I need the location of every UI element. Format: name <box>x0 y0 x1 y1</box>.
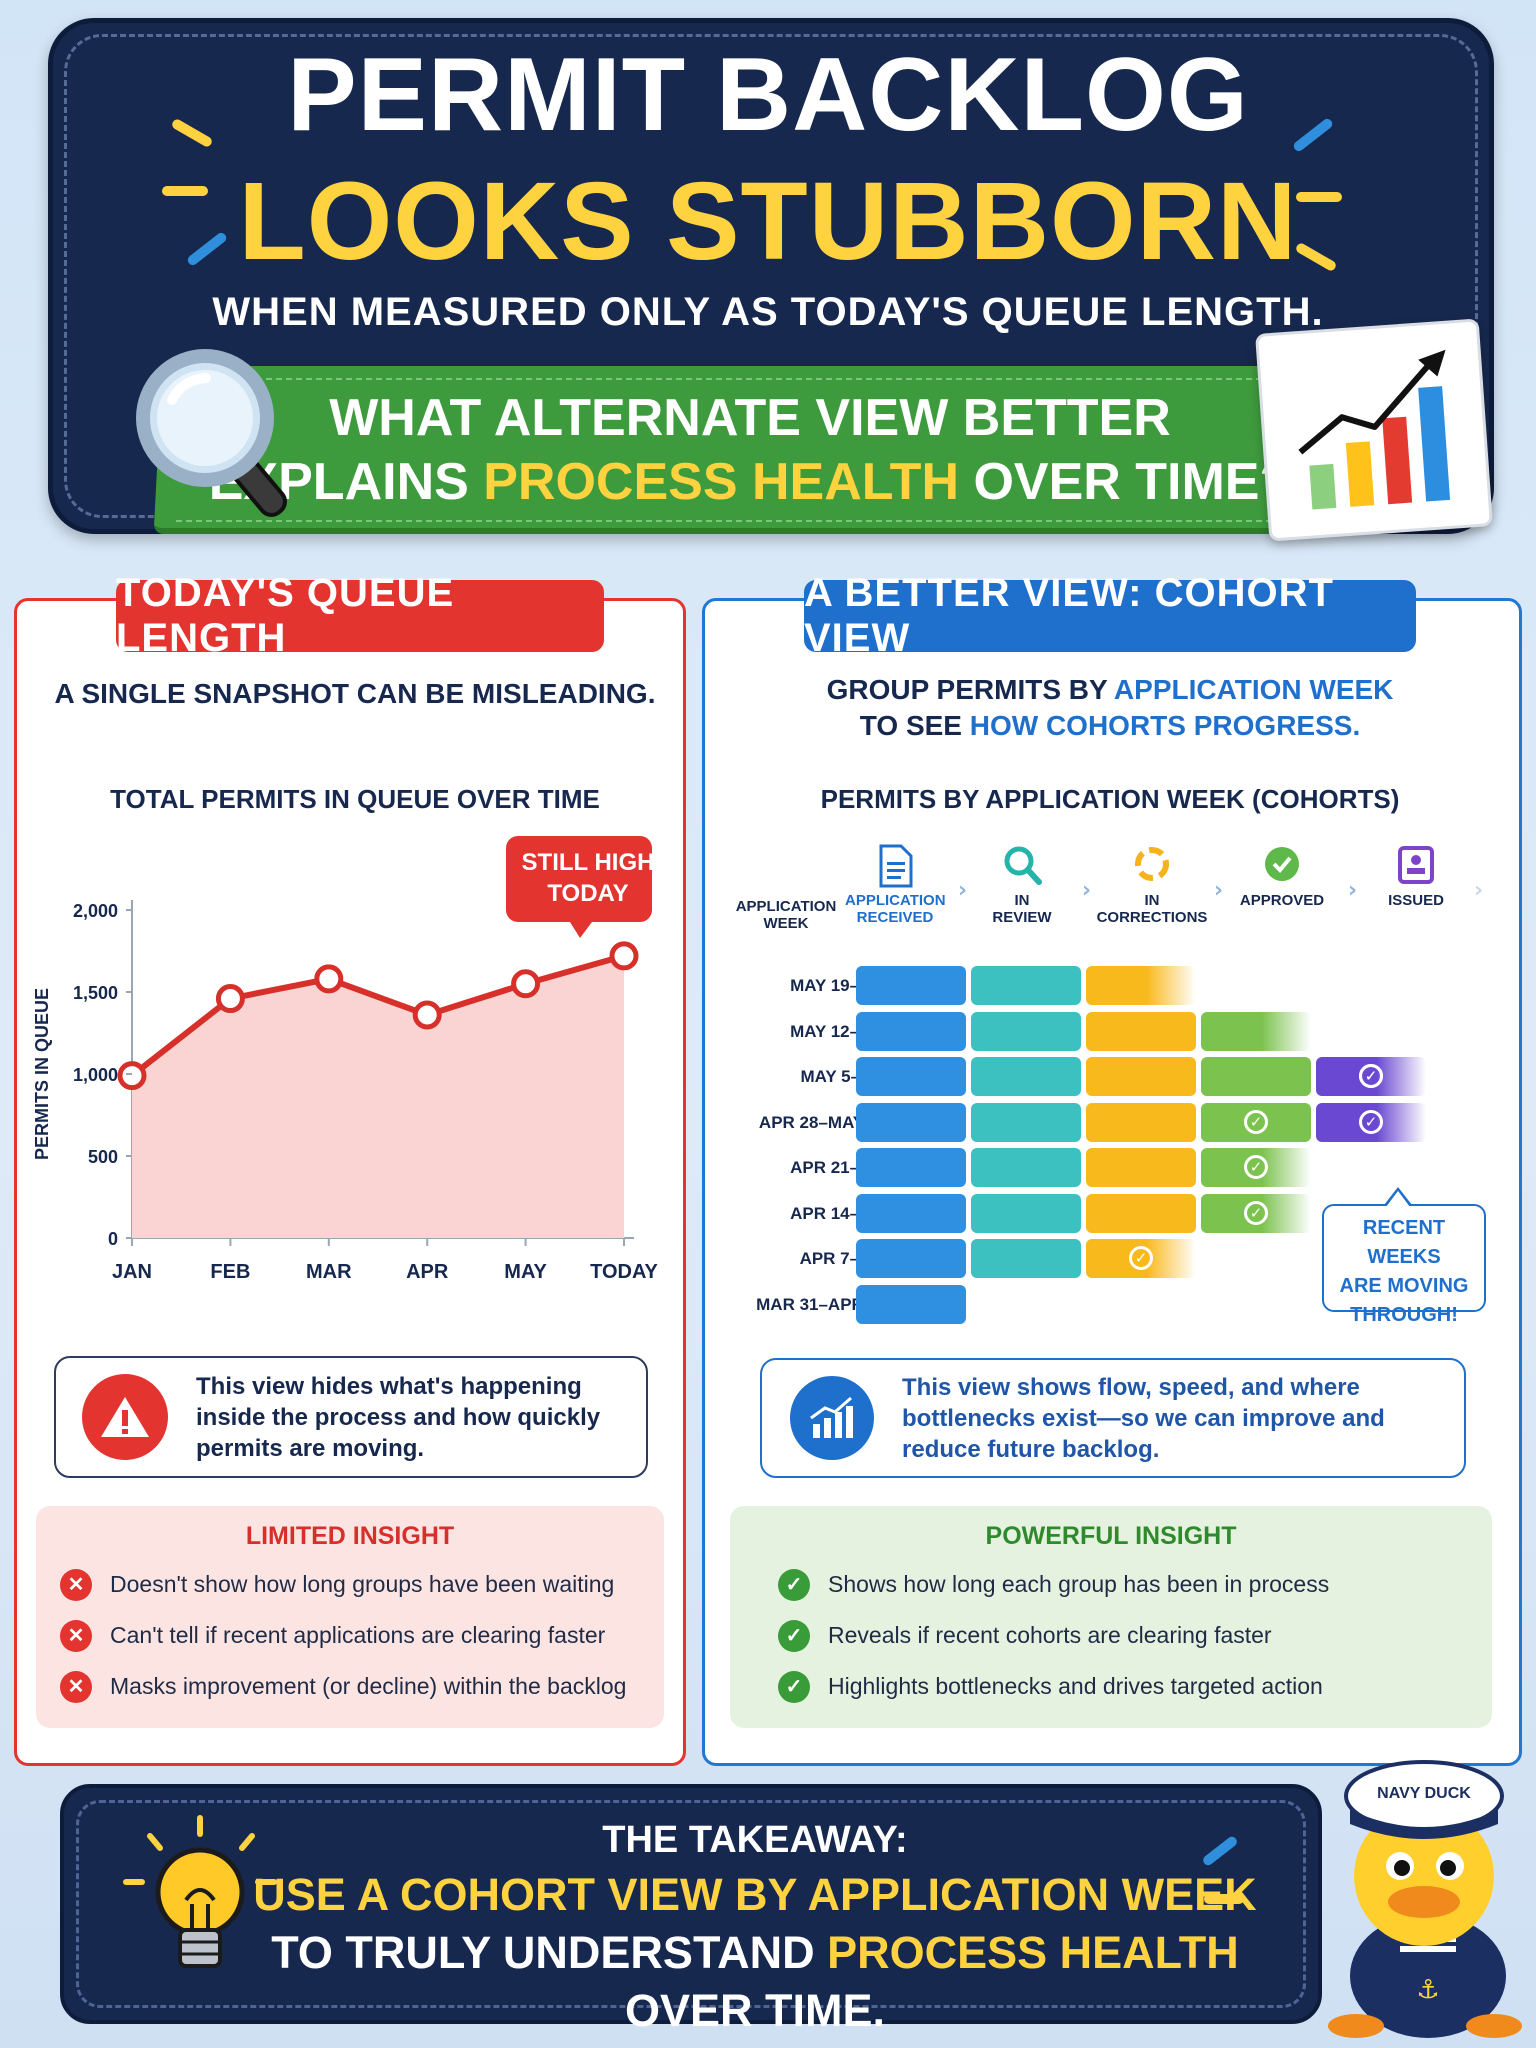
queue-length-chart: PERMITS IN QUEUE 0 500 1,000 1,500 2,000 JAN F… <box>32 836 659 1283</box>
takeaway-stitching <box>76 1800 1306 2008</box>
limited-insight-item: ✕ Masks improvement (or decline) within t… <box>60 1661 664 1712</box>
takeaway-card <box>60 1784 1322 2024</box>
lightbulb-icon <box>123 1815 277 1968</box>
queue-data-point <box>314 964 344 994</box>
check-icon: ✓ <box>778 1670 810 1703</box>
mascot-hat-label: NAVY DUCK <box>1377 1785 1471 1802</box>
warning-icon <box>82 1374 168 1460</box>
left-info-text: This view hides what's happening inside … <box>196 1372 601 1462</box>
x-icon: ✕ <box>60 1670 92 1703</box>
chevron-right-icon: › <box>1082 878 1092 903</box>
queue-data-point <box>412 1000 442 1030</box>
title-line-1: PERMIT BACKLOG <box>287 37 1249 153</box>
chevron-right-icon: › <box>1474 878 1484 903</box>
spark-ray <box>1204 1894 1244 1904</box>
callout-line-2: TODAY <box>547 880 628 907</box>
callout-line-1: STILL HIGH <box>522 849 655 876</box>
powerful-insight-item: ✓ Shows how long each group has been in p… <box>778 1559 1492 1610</box>
chevron-right-icon: › <box>1348 878 1358 903</box>
recent-weeks-callout: RECENT WEEKS ARE MOVING THROUGH! <box>1322 1187 1486 1326</box>
bar-chart-icon <box>790 1376 874 1460</box>
queue-data-point <box>511 969 541 999</box>
y-tick-label: 500 <box>88 1147 118 1167</box>
title-line-2: LOOKS STUBBORN <box>238 160 1298 283</box>
badge-check-icon <box>1265 847 1299 881</box>
stage-in-corrections: IN CORRECTIONS <box>1092 844 1212 926</box>
x-tick-label: JAN <box>112 1261 152 1283</box>
limited-insight-title: LIMITED INSIGHT <box>245 1522 455 1550</box>
callout-text-line: ARE MOVING <box>1339 1275 1469 1297</box>
takeaway-line-2: TO TRULY UNDERSTAND PROCESS HEALTH OVER … <box>271 1927 1239 2036</box>
growth-chart-card <box>1255 318 1493 542</box>
x-tick-label: TODAY <box>590 1261 658 1283</box>
takeaway-line-1: USE A COHORT VIEW BY APPLICATION WEEK <box>253 1869 1257 1920</box>
queue-data-point <box>215 984 245 1014</box>
spark-ray <box>1296 192 1342 202</box>
stage-approved: APPROVED <box>1232 844 1332 909</box>
stage-in-review: IN REVIEW <box>972 844 1072 926</box>
powerful-insight-title: POWERFUL INSIGHT <box>985 1522 1237 1550</box>
powerful-insight-item: ✓ Highlights bottlenecks and drives targe… <box>778 1661 1492 1712</box>
banner-stitching <box>176 378 1292 522</box>
check-icon: ✓ <box>778 1568 810 1601</box>
x-tick-label: FEB <box>210 1261 250 1283</box>
powerful-insight-box: POWERFUL INSIGHT ✓ Shows how long each gr… <box>730 1506 1492 1728</box>
left-info-callout: This view hides what's happening inside … <box>54 1356 648 1478</box>
limited-insight-item: ✕ Can't tell if recent applications are c… <box>60 1610 664 1661</box>
right-info-callout: This view shows flow, speed, and where b… <box>760 1358 1466 1478</box>
powerful-insight-item: ✓ Reveals if recent cohorts are clearing … <box>778 1610 1492 1661</box>
svg-text:⚓: ⚓ <box>1416 1975 1439 2005</box>
x-tick-label: MAR <box>306 1261 352 1283</box>
x-icon: ✕ <box>60 1619 92 1652</box>
x-icon: ✕ <box>60 1568 92 1601</box>
growth-chart-icon <box>1298 349 1451 510</box>
queue-line <box>130 953 625 1079</box>
y-axis-label: PERMITS IN QUEUE <box>32 988 52 1160</box>
chevron-right-icon: › <box>1214 878 1224 903</box>
y-tick-label: 1,000 <box>73 1065 118 1085</box>
queue-area-fill <box>132 955 624 1238</box>
y-tick-label: 0 <box>108 1229 118 1249</box>
header-subtitle: WHEN MEASURED ONLY AS TODAY'S QUEUE LENG… <box>212 290 1324 334</box>
cohort-view-tag: A BETTER VIEW: COHORT VIEW <box>804 571 1416 660</box>
spark-ray <box>162 186 208 196</box>
queue-data-point <box>117 1061 147 1091</box>
line-chart-title: TOTAL PERMITS IN QUEUE OVER TIME <box>110 784 600 814</box>
document-icon <box>879 844 913 888</box>
magnifier-icon <box>136 349 287 517</box>
stage-issued: ISSUED <box>1366 844 1466 909</box>
takeaway-title: THE TAKEAWAY: <box>602 1819 908 1861</box>
still-high-callout: STILL HIGH TODAY <box>506 836 654 938</box>
navy-duck-mascot: ⚓ NAVY DUCK <box>1328 1760 1522 2038</box>
search-icon <box>1004 846 1042 885</box>
question-line-1: WHAT ALTERNATE VIEW BETTER <box>329 389 1171 447</box>
left-panel-subtitle: A SINGLE SNAPSHOT CAN BE MISLEADING. <box>54 678 656 709</box>
cycle-icon <box>1135 847 1169 881</box>
y-tick-label: 1,500 <box>73 983 118 1003</box>
callout-text-line: THROUGH! <box>1350 1304 1458 1326</box>
stage-application-received: APPLICATION RECEIVED <box>845 844 946 926</box>
x-tick-label: MAY <box>504 1261 547 1283</box>
queue-data-point <box>609 941 639 971</box>
week-column-header: APPLICATION WEEK <box>735 898 837 932</box>
queue-length-tag: TODAY'S QUEUE LENGTH <box>116 571 604 660</box>
right-info-text: This view shows flow, speed, and where b… <box>902 1373 1385 1463</box>
right-panel-subtitle: GROUP PERMITS BY APPLICATION WEEK TO SEE… <box>826 674 1394 741</box>
chevron-right-icon: › <box>958 878 968 903</box>
limited-insight-box: LIMITED INSIGHT ✕ Doesn't show how long g… <box>36 1506 664 1728</box>
y-tick-label: 2,000 <box>73 901 118 921</box>
cohort-chart-title: PERMITS BY APPLICATION WEEK (COHORTS) <box>820 784 1400 814</box>
question-line-2: EXPLAINS PROCESS HEALTH OVER TIME? <box>208 453 1292 511</box>
limited-insight-item: ✕ Doesn't show how long groups have been … <box>60 1559 664 1610</box>
stamp-icon <box>1398 846 1434 884</box>
check-icon: ✓ <box>778 1619 810 1652</box>
callout-text-line: RECENT WEEKS <box>1362 1217 1446 1268</box>
x-tick-label: APR <box>406 1261 449 1283</box>
